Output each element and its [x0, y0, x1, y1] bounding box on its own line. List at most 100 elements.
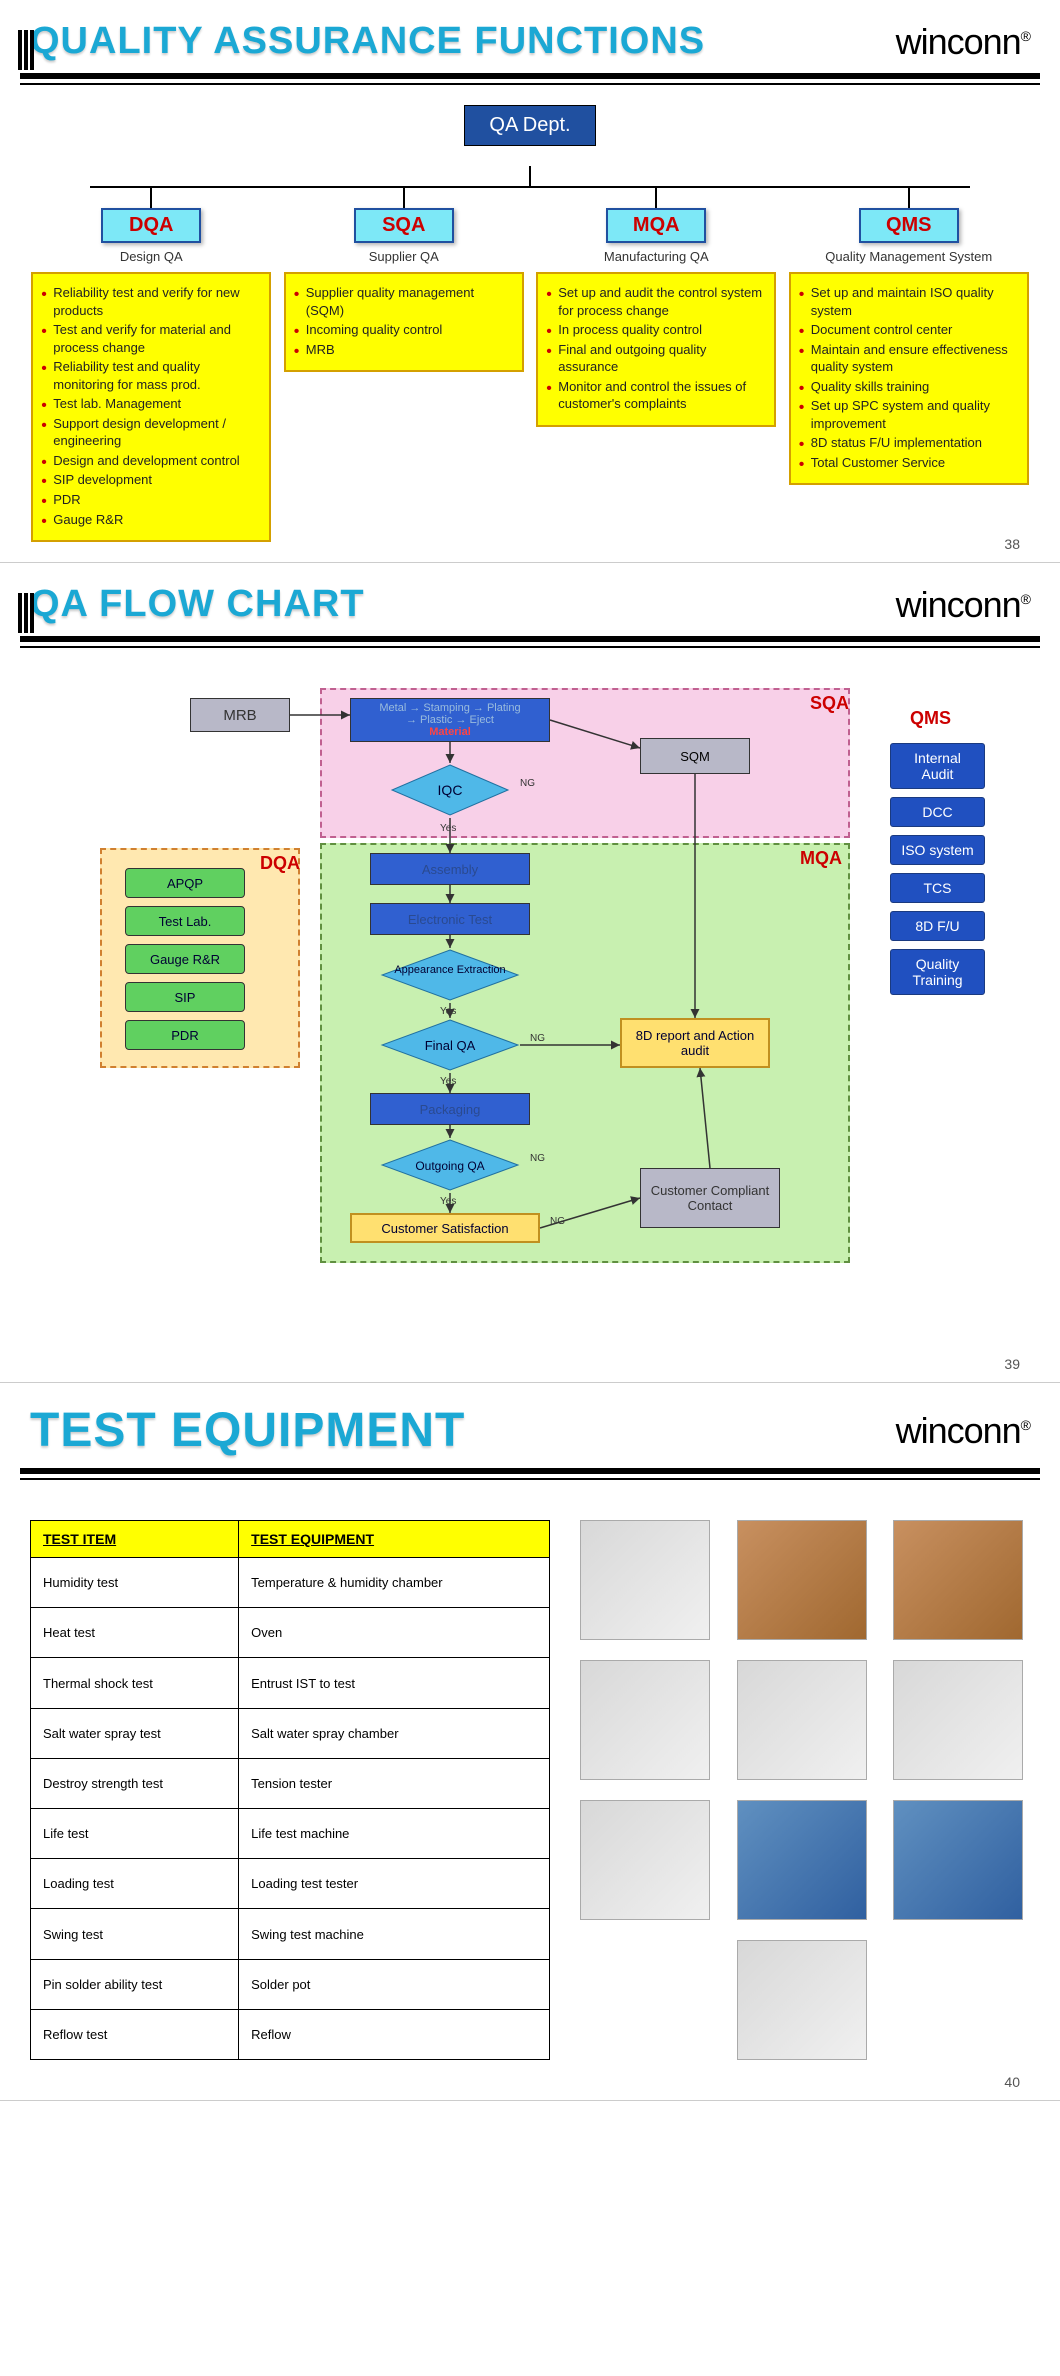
list-item: In process quality control: [546, 321, 766, 339]
qms-btn: DCC: [890, 797, 985, 827]
side-marks: [18, 30, 34, 70]
equipment-photo: [580, 1660, 710, 1780]
qms-region-label: QMS: [910, 708, 951, 729]
list-item: Test lab. Management: [41, 395, 261, 413]
table-row: Loading testLoading test tester: [31, 1859, 550, 1909]
slide-title: QUALITY ASSURANCE FUNCTIONS: [30, 20, 705, 63]
divider-thick: [20, 73, 1040, 79]
page-number: 38: [1004, 536, 1020, 552]
sqa-region-label: SQA: [810, 693, 849, 714]
brand-logo: winconn®: [896, 21, 1030, 63]
org-top: QA Dept.: [0, 105, 1060, 146]
list-item: SIP development: [41, 471, 261, 489]
svg-text:IQC: IQC: [438, 782, 463, 798]
qms-subtitle: Quality Management System: [789, 249, 1029, 264]
page-number: 39: [1004, 1356, 1020, 1372]
qms-btn: 8D F/U: [890, 911, 985, 941]
slide-header: TEST EQUIPMENT winconn®: [0, 1383, 1060, 1468]
brand-logo: winconn®: [896, 1410, 1030, 1452]
dqa-subtitle: Design QA: [31, 249, 271, 264]
list-item: Supplier quality management (SQM): [294, 284, 514, 319]
dqa-label: DQA: [101, 208, 201, 243]
equipment-photo: [893, 1800, 1023, 1920]
list-item: Quality skills training: [799, 378, 1019, 396]
test-tbody: Humidity testTemperature & humidity cham…: [31, 1558, 550, 2060]
list-item: MRB: [294, 341, 514, 359]
assembly-box: Assembly: [370, 853, 530, 885]
dqa-box: Reliability test and verify for new prod…: [31, 272, 271, 542]
flow-canvas: SQA MQA DQA QMS Internal Audit DCC ISO s…: [40, 688, 1020, 1288]
org-col-qms: QMS Quality Management System Set up and…: [789, 188, 1029, 542]
qms-btn: ISO system: [890, 835, 985, 865]
equipment-photo: [893, 1660, 1023, 1780]
list-item: 8D status F/U implementation: [799, 434, 1019, 452]
sqm-box: SQM: [640, 738, 750, 774]
equipment-photo: [737, 1520, 867, 1640]
table-row: Life testLife test machine: [31, 1809, 550, 1859]
equipment-photo: [580, 1800, 710, 1920]
org-columns: DQA Design QA Reliability test and verif…: [0, 188, 1060, 542]
table-row: Destroy strength testTension tester: [31, 1758, 550, 1808]
slide-title: TEST EQUIPMENT: [30, 1403, 465, 1458]
dqa-btn: Gauge R&R: [125, 944, 245, 974]
mqa-label: MQA: [606, 208, 706, 243]
org-col-sqa: SQA Supplier QA Supplier quality managem…: [284, 188, 524, 542]
etest-box: Electronic Test: [370, 903, 530, 935]
mqa-subtitle: Manufacturing QA: [536, 249, 776, 264]
table-row: Reflow testReflow: [31, 2009, 550, 2059]
equipment-photo: [580, 1520, 710, 1640]
org-connector: [529, 166, 531, 186]
svg-text:Appearance Extraction: Appearance Extraction: [394, 964, 505, 976]
svg-text:Final QA: Final QA: [425, 1038, 476, 1053]
svg-text:Outgoing QA: Outgoing QA: [415, 1159, 484, 1173]
list-item: Set up and audit the control system for …: [546, 284, 766, 319]
packaging-box: Packaging: [370, 1093, 530, 1125]
org-col-dqa: DQA Design QA Reliability test and verif…: [31, 188, 271, 542]
slide-header: QA FLOW CHART winconn®: [0, 563, 1060, 636]
qa-dept-box: QA Dept.: [464, 105, 595, 146]
list-item: Reliability test and verify for new prod…: [41, 284, 261, 319]
table-row: Pin solder ability testSolder pot: [31, 1959, 550, 2009]
compliant-box: Customer Compliant Contact: [640, 1168, 780, 1228]
outgoing-diamond: Outgoing QA: [380, 1138, 520, 1193]
dqa-btn: PDR: [125, 1020, 245, 1050]
yes-label: Yes: [440, 1196, 456, 1207]
list-item: Gauge R&R: [41, 511, 261, 529]
side-marks: [18, 593, 34, 633]
th-equip: TEST EQUIPMENT: [239, 1521, 550, 1558]
list-item: Monitor and control the issues of custom…: [546, 378, 766, 413]
table-row: Swing testSwing test machine: [31, 1909, 550, 1959]
list-item: Set up SPC system and quality improvemen…: [799, 397, 1019, 432]
appearance-diamond: Appearance Extraction: [380, 948, 520, 1003]
table-row: Humidity testTemperature & humidity cham…: [31, 1558, 550, 1608]
qms-buttons: Internal Audit DCC ISO system TCS 8D F/U…: [890, 743, 985, 1003]
table-header-row: TEST ITEM TEST EQUIPMENT: [31, 1521, 550, 1558]
divider-thick: [20, 1468, 1040, 1474]
list-item: Support design development / engineering: [41, 415, 261, 450]
8d-report-box: 8D report and Action audit: [620, 1018, 770, 1068]
org-connector-h: [90, 186, 970, 188]
test-layout: TEST ITEM TEST EQUIPMENT Humidity testTe…: [0, 1500, 1060, 2080]
iqc-diamond: IQC: [390, 763, 510, 818]
list-item: Design and development control: [41, 452, 261, 470]
material-box: Metal → Stamping → Plating → Plastic → E…: [350, 698, 550, 742]
dqa-btn: APQP: [125, 868, 245, 898]
qms-btn: Quality Training: [890, 949, 985, 995]
list-item: Test and verify for material and process…: [41, 321, 261, 356]
list-item: Final and outgoing quality assurance: [546, 341, 766, 376]
cs-box: Customer Satisfaction: [350, 1213, 540, 1243]
slide-test-equipment: TEST EQUIPMENT winconn® TEST ITEM TEST E…: [0, 1383, 1060, 2101]
slide-qa-flowchart: QA FLOW CHART winconn® SQA MQA DQA QMS I…: [0, 563, 1060, 1383]
ng-label: NG: [520, 778, 535, 789]
qms-label: QMS: [859, 208, 959, 243]
divider-thin: [20, 1478, 1040, 1480]
equipment-photo: [737, 1800, 867, 1920]
mrb-box: MRB: [190, 698, 290, 732]
divider-thin: [20, 83, 1040, 85]
flow-chart: SQA MQA DQA QMS Internal Audit DCC ISO s…: [0, 668, 1060, 1308]
divider-thick: [20, 636, 1040, 642]
list-item: Total Customer Service: [799, 454, 1019, 472]
sqa-subtitle: Supplier QA: [284, 249, 524, 264]
yes-label: Yes: [440, 823, 456, 834]
qms-box: Set up and maintain ISO quality system D…: [789, 272, 1029, 485]
